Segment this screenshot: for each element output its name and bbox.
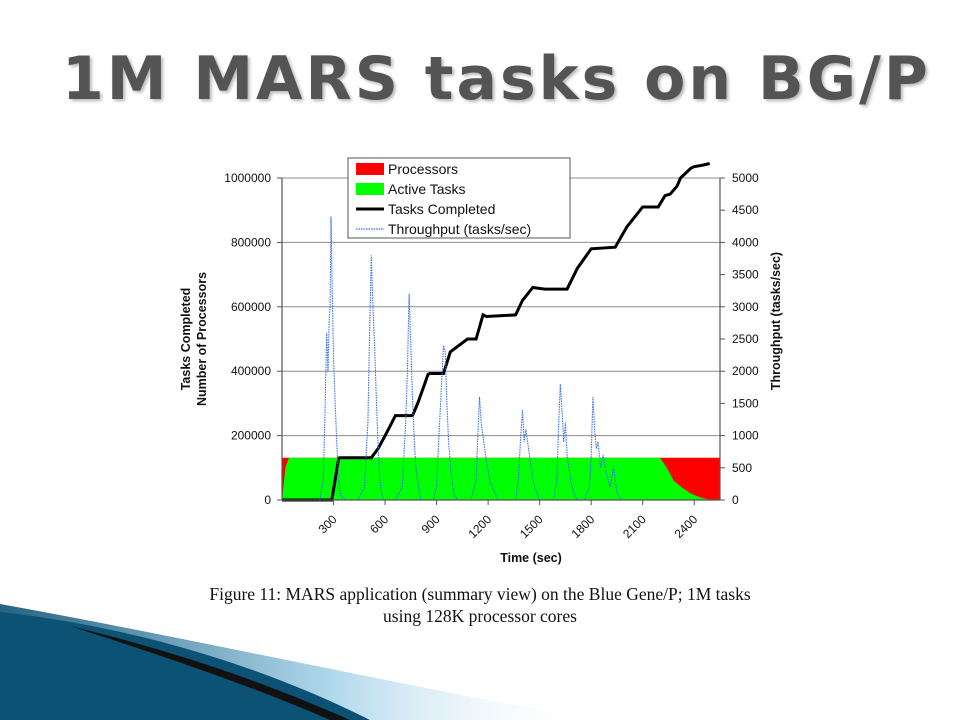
x-tick-label-1200: 1200 <box>465 512 494 541</box>
right-tick-label-4500: 4500 <box>732 203 759 217</box>
chart-areas <box>282 457 720 500</box>
caption-line-1: Figure 11: MARS application (summary vie… <box>209 584 751 604</box>
left-tick-label-800000: 800000 <box>231 235 271 249</box>
x-tick-label-600: 600 <box>367 512 391 536</box>
y-axis-left-label-line2: Number of Processors <box>195 272 209 406</box>
legend-label-processors: Processors <box>388 161 458 177</box>
right-tick-label-3500: 3500 <box>732 268 759 282</box>
x-tick-label-900: 900 <box>419 512 443 536</box>
left-tick-label-1000000: 1000000 <box>224 171 271 185</box>
x-tick-label-1500: 1500 <box>517 512 546 541</box>
chart-axis-labels: Time (sec) Tasks Completed Number of Proce… <box>179 252 783 565</box>
x-tick-label-1800: 1800 <box>569 512 598 541</box>
area-active-tasks <box>282 457 712 500</box>
right-tick-label-3000: 3000 <box>732 300 759 314</box>
right-tick-label-500: 500 <box>732 461 752 475</box>
legend-swatch-processors <box>356 163 384 175</box>
right-tick-label-0: 0 <box>732 493 739 507</box>
y-axis-left-label-line1: Tasks Completed <box>179 288 193 391</box>
right-tick-label-5000: 5000 <box>732 171 759 185</box>
right-tick-label-1000: 1000 <box>732 429 759 443</box>
left-tick-label-600000: 600000 <box>231 300 271 314</box>
legend-label-active-tasks: Active Tasks <box>388 181 466 197</box>
legend-label-tasks-completed: Tasks Completed <box>388 201 495 217</box>
chart-legend: Processors Active Tasks Tasks Completed Thr… <box>347 157 571 239</box>
figure-caption: Figure 11: MARS application (summary vie… <box>150 583 810 627</box>
legend-swatch-active-tasks <box>356 183 384 195</box>
line-tasks-completed <box>282 162 711 502</box>
y-axis-right-label: Throughput (tasks/sec) <box>769 252 783 390</box>
x-tick-label-2100: 2100 <box>620 512 649 541</box>
x-tick-label-300: 300 <box>316 512 340 536</box>
left-tick-label-400000: 400000 <box>231 364 271 378</box>
x-axis-label: Time (sec) <box>500 551 562 565</box>
right-tick-label-1500: 1500 <box>732 396 759 410</box>
right-tick-label-2000: 2000 <box>732 364 759 378</box>
legend-label-throughput-tasks-sec: Throughput (tasks/sec) <box>388 221 531 237</box>
right-tick-label-2500: 2500 <box>732 332 759 346</box>
left-tick-label-0: 0 <box>264 493 271 507</box>
legend-box <box>347 157 571 239</box>
caption-line-2: using 128K processor cores <box>383 606 577 626</box>
swoosh-black-edge <box>70 626 350 720</box>
right-tick-label-4000: 4000 <box>732 235 759 249</box>
left-tick-label-200000: 200000 <box>231 429 271 443</box>
x-tick-label-2400: 2400 <box>672 512 701 541</box>
slide-title: 1M MARS tasks on BG/P <box>62 44 931 114</box>
